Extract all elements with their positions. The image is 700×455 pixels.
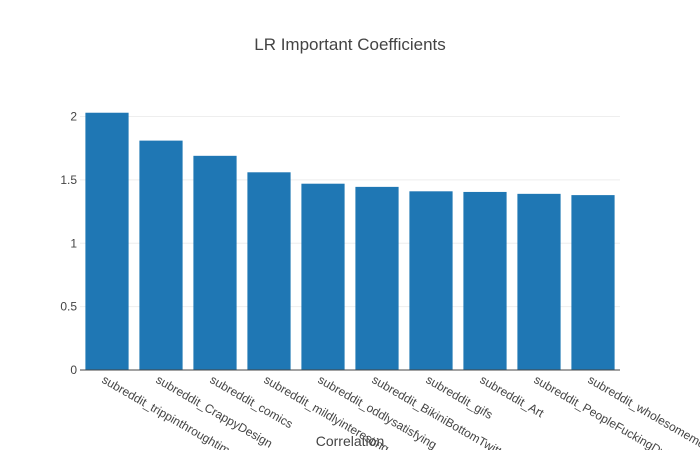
bar[interactable] — [193, 156, 236, 370]
bar[interactable] — [355, 187, 398, 370]
bar[interactable] — [85, 113, 128, 370]
bar[interactable] — [247, 172, 290, 370]
bars-layer — [85, 113, 614, 370]
bar[interactable] — [139, 141, 182, 370]
bar[interactable] — [517, 194, 560, 370]
bar[interactable] — [463, 192, 506, 370]
bar[interactable] — [301, 184, 344, 370]
bar[interactable] — [409, 191, 452, 370]
x-tick-labels: subreddit_trippinthroughtimesubreddit_Cr… — [100, 372, 700, 450]
y-tick-label: 2 — [70, 110, 77, 124]
y-tick-label: 1.5 — [60, 173, 77, 187]
y-tick-label: 0 — [70, 363, 77, 377]
bar[interactable] — [571, 195, 614, 370]
y-tick-label: 0.5 — [60, 300, 77, 314]
y-tick-label: 1 — [70, 236, 77, 250]
chart-title: LR Important Coefficients — [254, 35, 446, 54]
x-axis-title: Correlation — [316, 433, 384, 449]
y-tick-labels: 0 0.5 1 1.5 2 — [60, 110, 77, 377]
